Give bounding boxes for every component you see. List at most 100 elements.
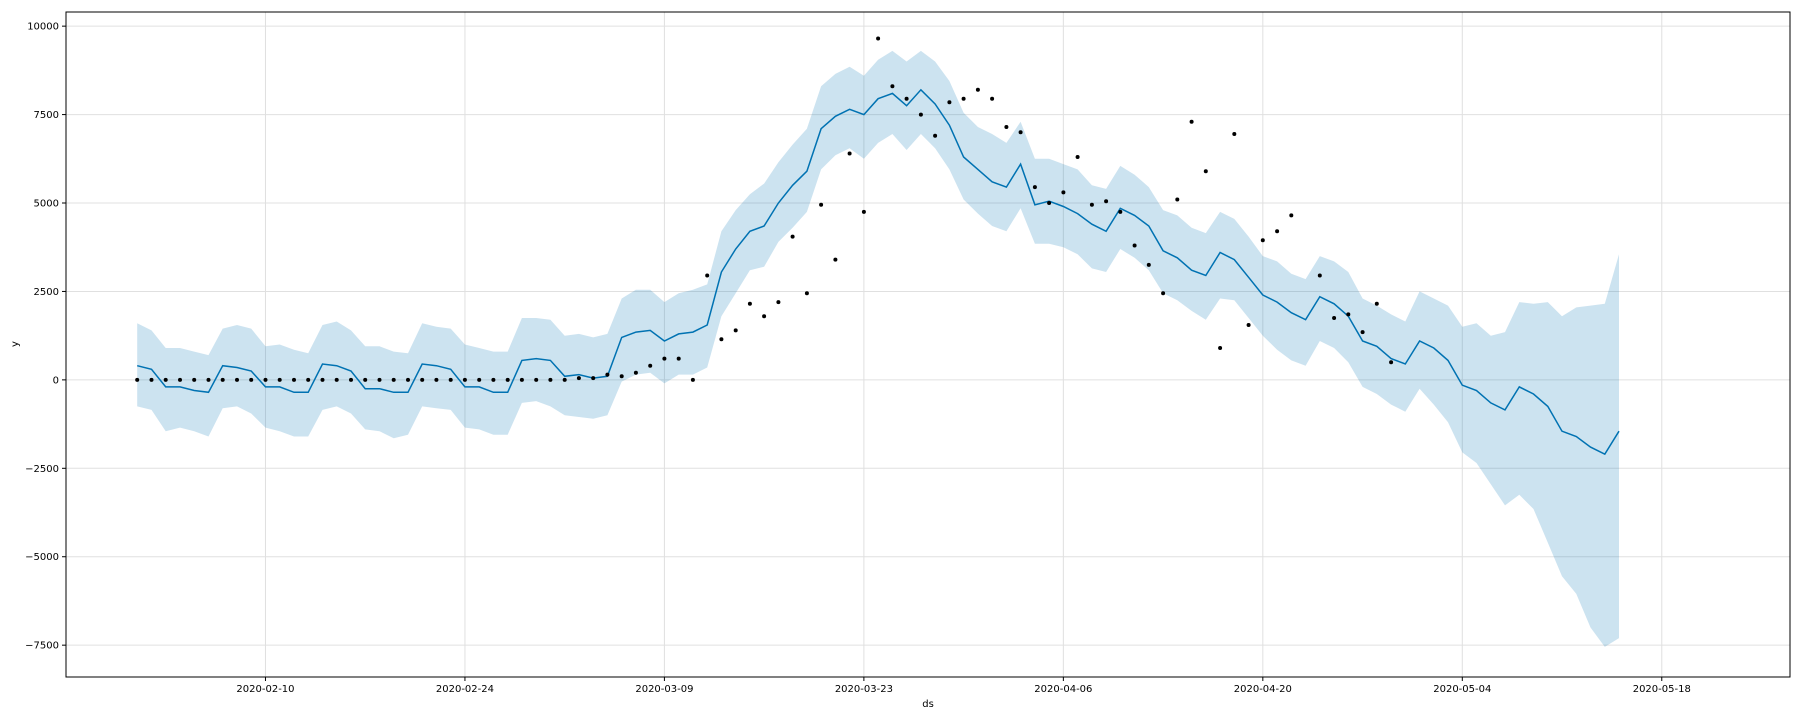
x-tick-label: 2020-05-04 <box>1433 684 1491 695</box>
y-tick-label: −5000 <box>25 552 59 563</box>
observed-point <box>391 377 396 382</box>
observed-point <box>947 100 952 105</box>
x-tick-label: 2020-02-10 <box>236 684 294 695</box>
observed-point <box>178 377 182 382</box>
x-tick-label: 2020-04-06 <box>1034 684 1092 695</box>
observed-point <box>790 234 795 239</box>
observed-point <box>933 133 938 138</box>
observed-point <box>206 377 211 382</box>
observed-point <box>719 337 724 342</box>
observed-point <box>633 370 638 375</box>
y-tick-label: −2500 <box>25 464 59 475</box>
observed-points <box>135 36 1394 382</box>
observed-point <box>861 209 866 214</box>
observed-point <box>562 377 567 382</box>
observed-point <box>519 377 524 382</box>
y-tick-label: 7500 <box>34 110 59 121</box>
x-tick-label: 2020-05-18 <box>1633 684 1691 695</box>
observed-point <box>1389 360 1394 365</box>
observed-point <box>548 377 553 382</box>
x-axis-label: ds <box>922 699 934 710</box>
observed-point <box>1161 291 1166 296</box>
observed-point <box>306 377 311 382</box>
observed-point <box>1047 201 1052 205</box>
observed-point <box>1146 262 1151 267</box>
observed-point <box>747 301 752 306</box>
observed-point <box>292 377 296 382</box>
observed-point <box>135 377 140 382</box>
y-tick-label: 5000 <box>34 199 59 210</box>
observed-point <box>648 363 653 368</box>
observed-point <box>676 356 681 361</box>
plot-background <box>66 12 1790 677</box>
observed-point <box>434 377 439 382</box>
observed-point <box>576 376 581 381</box>
observed-point <box>890 84 895 89</box>
observed-point <box>1075 155 1080 159</box>
observed-point <box>1232 132 1237 136</box>
y-tick-label: 10000 <box>27 22 59 33</box>
observed-point <box>833 257 838 262</box>
observed-point <box>263 377 268 382</box>
observed-point <box>448 377 453 382</box>
observed-point <box>961 96 966 101</box>
observed-point <box>1332 316 1337 320</box>
observed-point <box>804 291 809 296</box>
x-tick-label: 2020-03-23 <box>835 684 893 695</box>
observed-point <box>1061 190 1066 195</box>
observed-point <box>462 377 467 382</box>
x-tick-label: 2020-04-20 <box>1234 684 1292 695</box>
observed-point <box>1289 213 1294 218</box>
observed-point <box>406 377 410 382</box>
observed-point <box>534 377 539 382</box>
observed-point <box>1032 185 1037 190</box>
observed-point <box>249 377 254 382</box>
y-tick-label: −7500 <box>25 641 59 652</box>
observed-point <box>1018 130 1023 135</box>
observed-point <box>762 314 767 319</box>
observed-point <box>591 376 596 381</box>
observed-point <box>1317 273 1322 278</box>
observed-point <box>619 374 624 379</box>
uncertainty-interval-band <box>137 50 1620 647</box>
forecast-line <box>137 88 1620 456</box>
observed-point <box>491 377 496 382</box>
observed-point <box>1218 346 1223 350</box>
observed-point <box>990 96 995 101</box>
observed-point <box>705 273 710 278</box>
y-axis-ticks: −7500 −5000 −2500 0 2500 5000 7500 10000 <box>25 22 66 652</box>
observed-point <box>690 377 695 382</box>
observed-point <box>1118 209 1123 214</box>
observed-point <box>876 36 881 41</box>
observed-point <box>1346 312 1351 317</box>
grid-lines <box>66 12 1790 677</box>
observed-point <box>277 377 282 382</box>
observed-point <box>505 377 510 382</box>
observed-point <box>1275 229 1280 234</box>
observed-point <box>662 356 667 361</box>
observed-point <box>192 377 197 382</box>
plot-frame <box>65 11 1791 678</box>
observed-point <box>1132 243 1137 248</box>
observed-point <box>420 377 425 382</box>
observed-point <box>776 300 781 305</box>
observed-point <box>220 377 225 382</box>
x-tick-label: 2020-02-24 <box>436 684 494 695</box>
observed-point <box>1004 125 1009 129</box>
observed-point <box>605 372 610 377</box>
observed-point <box>1089 202 1094 207</box>
observed-point <box>363 377 368 382</box>
observed-point <box>149 377 154 382</box>
y-tick-label: 2500 <box>34 287 59 298</box>
observed-point <box>163 377 168 382</box>
observed-point <box>1203 169 1208 174</box>
observed-point <box>235 377 239 382</box>
observed-point <box>1360 330 1365 335</box>
observed-point <box>819 202 824 207</box>
observed-point <box>1104 199 1109 204</box>
observed-point <box>733 328 738 333</box>
y-tick-label: 0 <box>53 375 59 386</box>
observed-point <box>1189 119 1194 124</box>
observed-point <box>1260 238 1265 243</box>
